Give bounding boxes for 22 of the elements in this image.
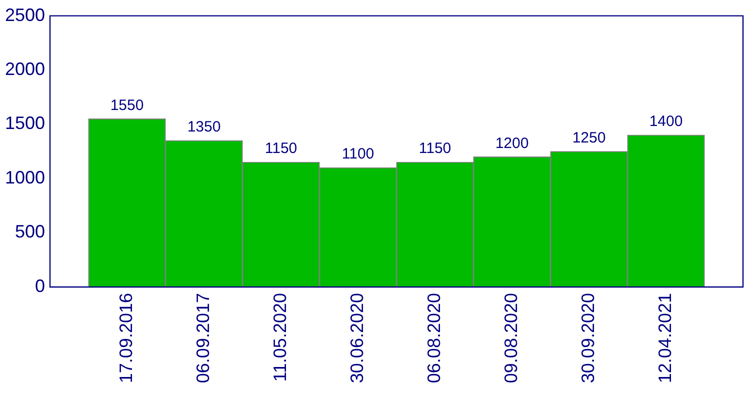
- data-label: 1350: [187, 118, 221, 136]
- x-tick-label: 09.08.2020: [500, 293, 521, 384]
- y-tick-label: 500: [14, 222, 45, 242]
- x-tick-label: 06.09.2017: [192, 293, 213, 384]
- data-label: 1550: [110, 96, 144, 114]
- x-tick-label: 30.09.2020: [578, 293, 598, 384]
- y-tick-label: 2500: [4, 4, 45, 25]
- x-tick-label: 12.04.2021: [654, 293, 675, 384]
- y-tick-label: 0: [34, 276, 45, 296]
- data-label: 1250: [572, 129, 606, 146]
- x-tick-label: 30.06.2020: [346, 293, 367, 384]
- y-tick-label: 1000: [4, 167, 45, 188]
- x-tick-label: 17.09.2016: [116, 293, 136, 384]
- y-tick-label: 1500: [4, 113, 45, 134]
- x-tick-label: 11.05.2020: [270, 293, 290, 382]
- data-label: 1150: [418, 140, 452, 158]
- data-label: 1200: [495, 134, 529, 152]
- y-tick-label: 2000: [4, 59, 45, 80]
- data-label: 1100: [342, 146, 374, 163]
- data-label: 1150: [264, 140, 298, 158]
- x-tick-label: 06.08.2020: [424, 293, 444, 384]
- data-label: 1400: [649, 113, 683, 130]
